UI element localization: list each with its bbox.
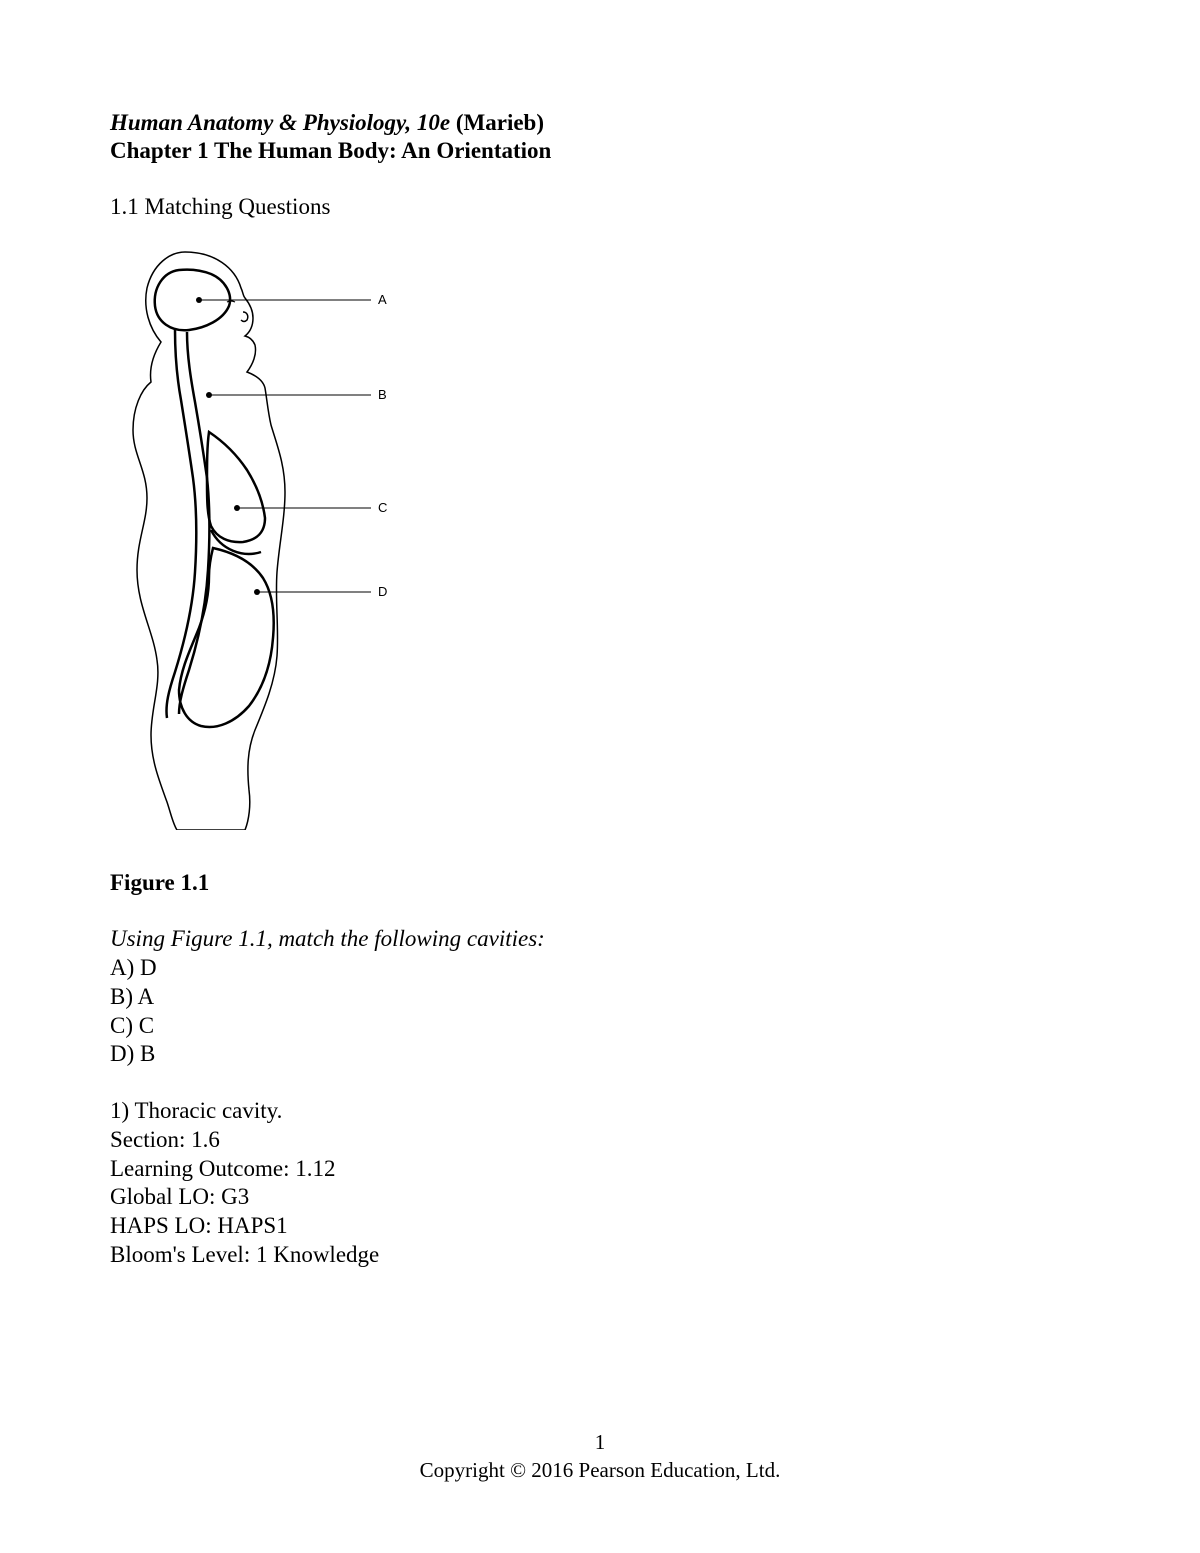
chapter-title: Chapter 1 The Human Body: An Orientation xyxy=(110,138,1090,164)
body-cavity-diagram: A B C D xyxy=(105,240,390,830)
page-footer: 1 Copyright © 2016 Pearson Education, Lt… xyxy=(0,1430,1200,1483)
question-haps-lo: HAPS LO: HAPS1 xyxy=(110,1212,1090,1241)
question-global-lo: Global LO: G3 xyxy=(110,1183,1090,1212)
abdominopelvic-cavity xyxy=(179,548,274,727)
option-d: D) B xyxy=(110,1040,1090,1069)
book-title: Human Anatomy & Physiology, 10e (Marieb) xyxy=(110,110,1090,136)
copyright-text: Copyright © 2016 Pearson Education, Ltd. xyxy=(0,1458,1200,1483)
question-section: Section: 1.6 xyxy=(110,1126,1090,1155)
section-heading: 1.1 Matching Questions xyxy=(110,194,1090,220)
figure-label: Figure 1.1 xyxy=(110,870,1090,896)
option-a: A) D xyxy=(110,954,1090,983)
label-letter: D xyxy=(378,584,387,599)
label-dot xyxy=(196,297,202,303)
page-number: 1 xyxy=(0,1430,1200,1455)
matching-instruction: Using Figure 1.1, match the following ca… xyxy=(110,926,1090,952)
label-dot xyxy=(254,589,260,595)
label-letter: B xyxy=(378,387,387,402)
answer-options: A) D B) A C) C D) B xyxy=(110,954,1090,1069)
option-c: C) C xyxy=(110,1012,1090,1041)
book-title-name: Human Anatomy & Physiology, 10e xyxy=(110,110,450,135)
face-profile xyxy=(241,312,248,322)
label-dot xyxy=(206,392,212,398)
anatomy-figure: A B C D xyxy=(105,240,1090,835)
thoracic-cavity xyxy=(207,432,265,542)
question-bloom: Bloom's Level: 1 Knowledge xyxy=(110,1241,1090,1270)
label-letter: C xyxy=(378,500,387,515)
question-text: 1) Thoracic cavity. xyxy=(110,1097,1090,1126)
vertebral-cavity-inner xyxy=(179,332,209,714)
label-letter: A xyxy=(378,292,387,307)
book-author: (Marieb) xyxy=(450,110,544,135)
label-dot xyxy=(234,505,240,511)
option-b: B) A xyxy=(110,983,1090,1012)
question-block: 1) Thoracic cavity. Section: 1.6 Learnin… xyxy=(110,1097,1090,1270)
question-lo: Learning Outcome: 1.12 xyxy=(110,1155,1090,1184)
